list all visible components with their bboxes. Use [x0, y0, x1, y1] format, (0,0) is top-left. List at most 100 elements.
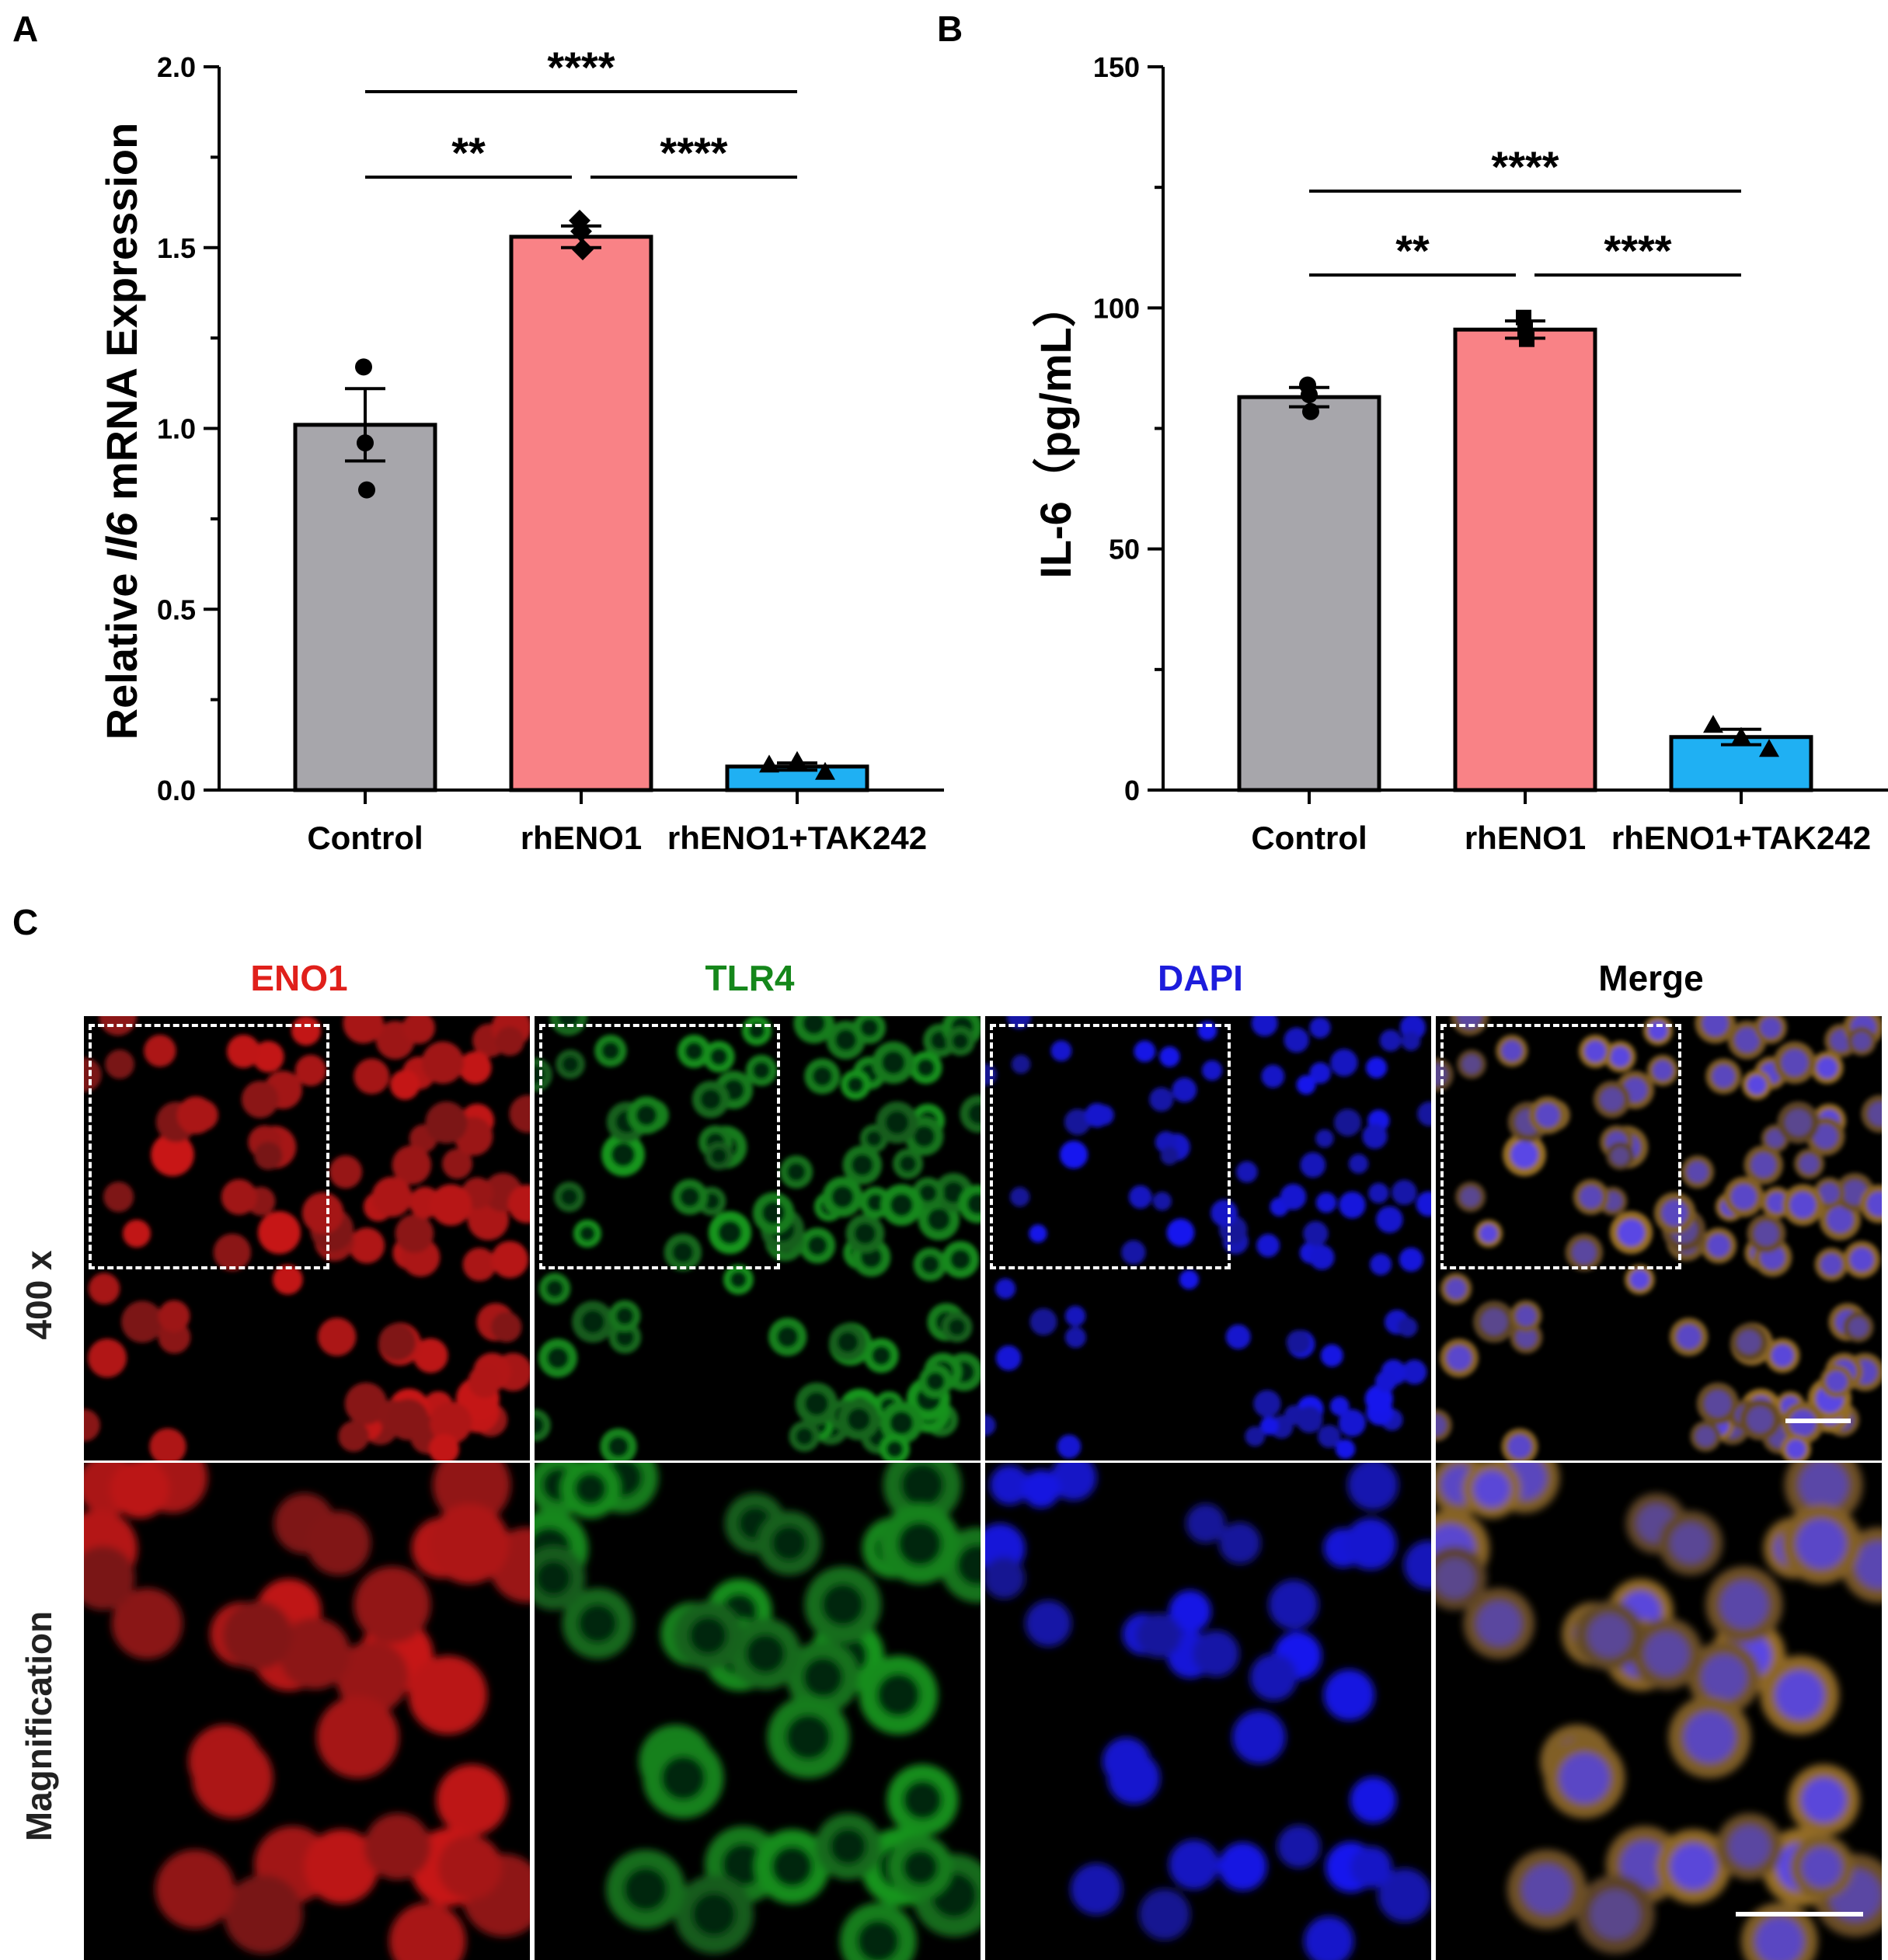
cell-nucleus-dim	[876, 1673, 921, 1717]
nucleus	[1737, 1330, 1761, 1354]
nucleus	[1799, 1154, 1819, 1174]
nucleus	[1025, 1600, 1071, 1647]
data-point	[787, 750, 807, 769]
cell	[223, 1600, 292, 1670]
nucleus	[1169, 1589, 1211, 1633]
cell	[88, 1339, 127, 1378]
nucleus	[1735, 1028, 1760, 1053]
nucleus	[1775, 1670, 1824, 1720]
micrograph-merge-magnification	[1436, 1463, 1882, 1960]
nucleus	[1375, 1370, 1397, 1393]
nucleus	[1392, 1179, 1417, 1206]
cell-nucleus-dim	[580, 1225, 595, 1241]
data-point	[570, 220, 592, 242]
cell-nucleus-dim	[535, 1560, 572, 1596]
column-header-tlr4: TLR4	[705, 958, 795, 998]
bar-control	[1237, 395, 1381, 792]
scale-bar	[1785, 1419, 1851, 1423]
x-tick-label: rhENO1+TAK242	[667, 820, 927, 856]
cell-nucleus-dim	[942, 1182, 965, 1203]
nucleus	[1050, 1040, 1072, 1062]
cell-nucleus-dim	[608, 1436, 629, 1457]
cell	[344, 1382, 388, 1426]
nucleus	[1585, 1041, 1606, 1062]
cell	[252, 1040, 284, 1073]
nucleus	[1559, 1753, 1610, 1803]
significance-label: ****	[1604, 226, 1671, 275]
nucleus	[1476, 1601, 1521, 1646]
nucleus	[1473, 1470, 1510, 1507]
cell	[354, 1566, 431, 1644]
cell-nucleus-dim	[636, 1105, 657, 1126]
nucleus	[1166, 1218, 1195, 1247]
cell	[155, 1849, 235, 1929]
nucleus	[1009, 1186, 1030, 1207]
micrograph-eno1-magnification	[84, 1463, 530, 1960]
y-tick-label: 50	[1109, 534, 1140, 566]
nucleus	[1280, 1183, 1307, 1210]
nucleus	[1766, 1130, 1785, 1147]
nucleus	[1747, 1406, 1773, 1433]
cell	[468, 1364, 502, 1398]
bar-rheno1	[1453, 327, 1597, 792]
data-point	[1759, 739, 1779, 757]
nucleus	[1705, 1391, 1731, 1417]
cell	[144, 1034, 176, 1067]
nucleus	[985, 1557, 1026, 1600]
nucleus	[1687, 1161, 1709, 1182]
nucleus	[1684, 1711, 1736, 1763]
cell	[110, 1463, 170, 1519]
nucleus	[1300, 1152, 1326, 1178]
panel-b-letter: B	[937, 9, 963, 49]
cell	[294, 1054, 327, 1086]
nucleus	[1370, 1253, 1392, 1276]
nucleus	[1618, 1219, 1645, 1246]
cell	[509, 1095, 530, 1133]
cell-nucleus-dim	[545, 1279, 564, 1297]
nucleus	[1848, 1318, 1869, 1337]
nucleus	[1751, 1152, 1776, 1178]
cell-nucleus-dim	[574, 1472, 607, 1506]
nucleus	[1695, 1426, 1716, 1447]
nucleus	[1050, 1463, 1097, 1501]
cell-nucleus-dim	[560, 1188, 578, 1206]
cell	[318, 1318, 357, 1356]
nucleus	[1138, 1889, 1190, 1941]
cell-nucleus-dim	[692, 1892, 736, 1937]
micrograph-merge-400x	[1436, 1016, 1882, 1460]
nucleus	[1820, 1254, 1842, 1275]
cell-nucleus-dim	[718, 1220, 742, 1245]
nucleus	[1309, 1017, 1331, 1039]
cell	[301, 1192, 344, 1234]
nucleus	[1186, 1503, 1226, 1544]
cell	[430, 1184, 472, 1226]
nucleus	[1436, 1558, 1475, 1598]
nucleus	[1159, 1046, 1180, 1067]
nucleus	[1323, 1669, 1375, 1721]
cell	[273, 1264, 303, 1295]
nucleus	[1249, 1653, 1298, 1701]
cell-nucleus-dim	[710, 1048, 728, 1066]
nucleus	[1402, 1359, 1427, 1385]
nucleus	[1782, 1050, 1808, 1076]
nucleus	[1329, 1396, 1350, 1416]
significance-label: ****	[1491, 142, 1559, 191]
cell	[436, 1764, 508, 1836]
cell	[316, 1696, 399, 1779]
nucleus	[1760, 1017, 1782, 1038]
nucleus	[1335, 1439, 1356, 1460]
nucleus	[1277, 1825, 1321, 1868]
nucleus	[1057, 1434, 1082, 1459]
y-tick-label: 2.0	[157, 51, 196, 83]
y-tick-label: 0.0	[157, 775, 196, 806]
nucleus	[1510, 1141, 1538, 1168]
cell-nucleus-dim	[772, 1846, 813, 1888]
cell	[458, 1051, 492, 1084]
nucleus	[1245, 1426, 1266, 1447]
cell-nucleus-dim	[562, 1056, 579, 1073]
cell-nucleus-dim	[623, 1867, 668, 1911]
nucleus	[1261, 1064, 1285, 1088]
cell-nucleus-dim	[796, 1428, 813, 1445]
cell-nucleus-dim	[615, 1328, 634, 1347]
cell-nucleus-dim	[926, 1372, 945, 1391]
